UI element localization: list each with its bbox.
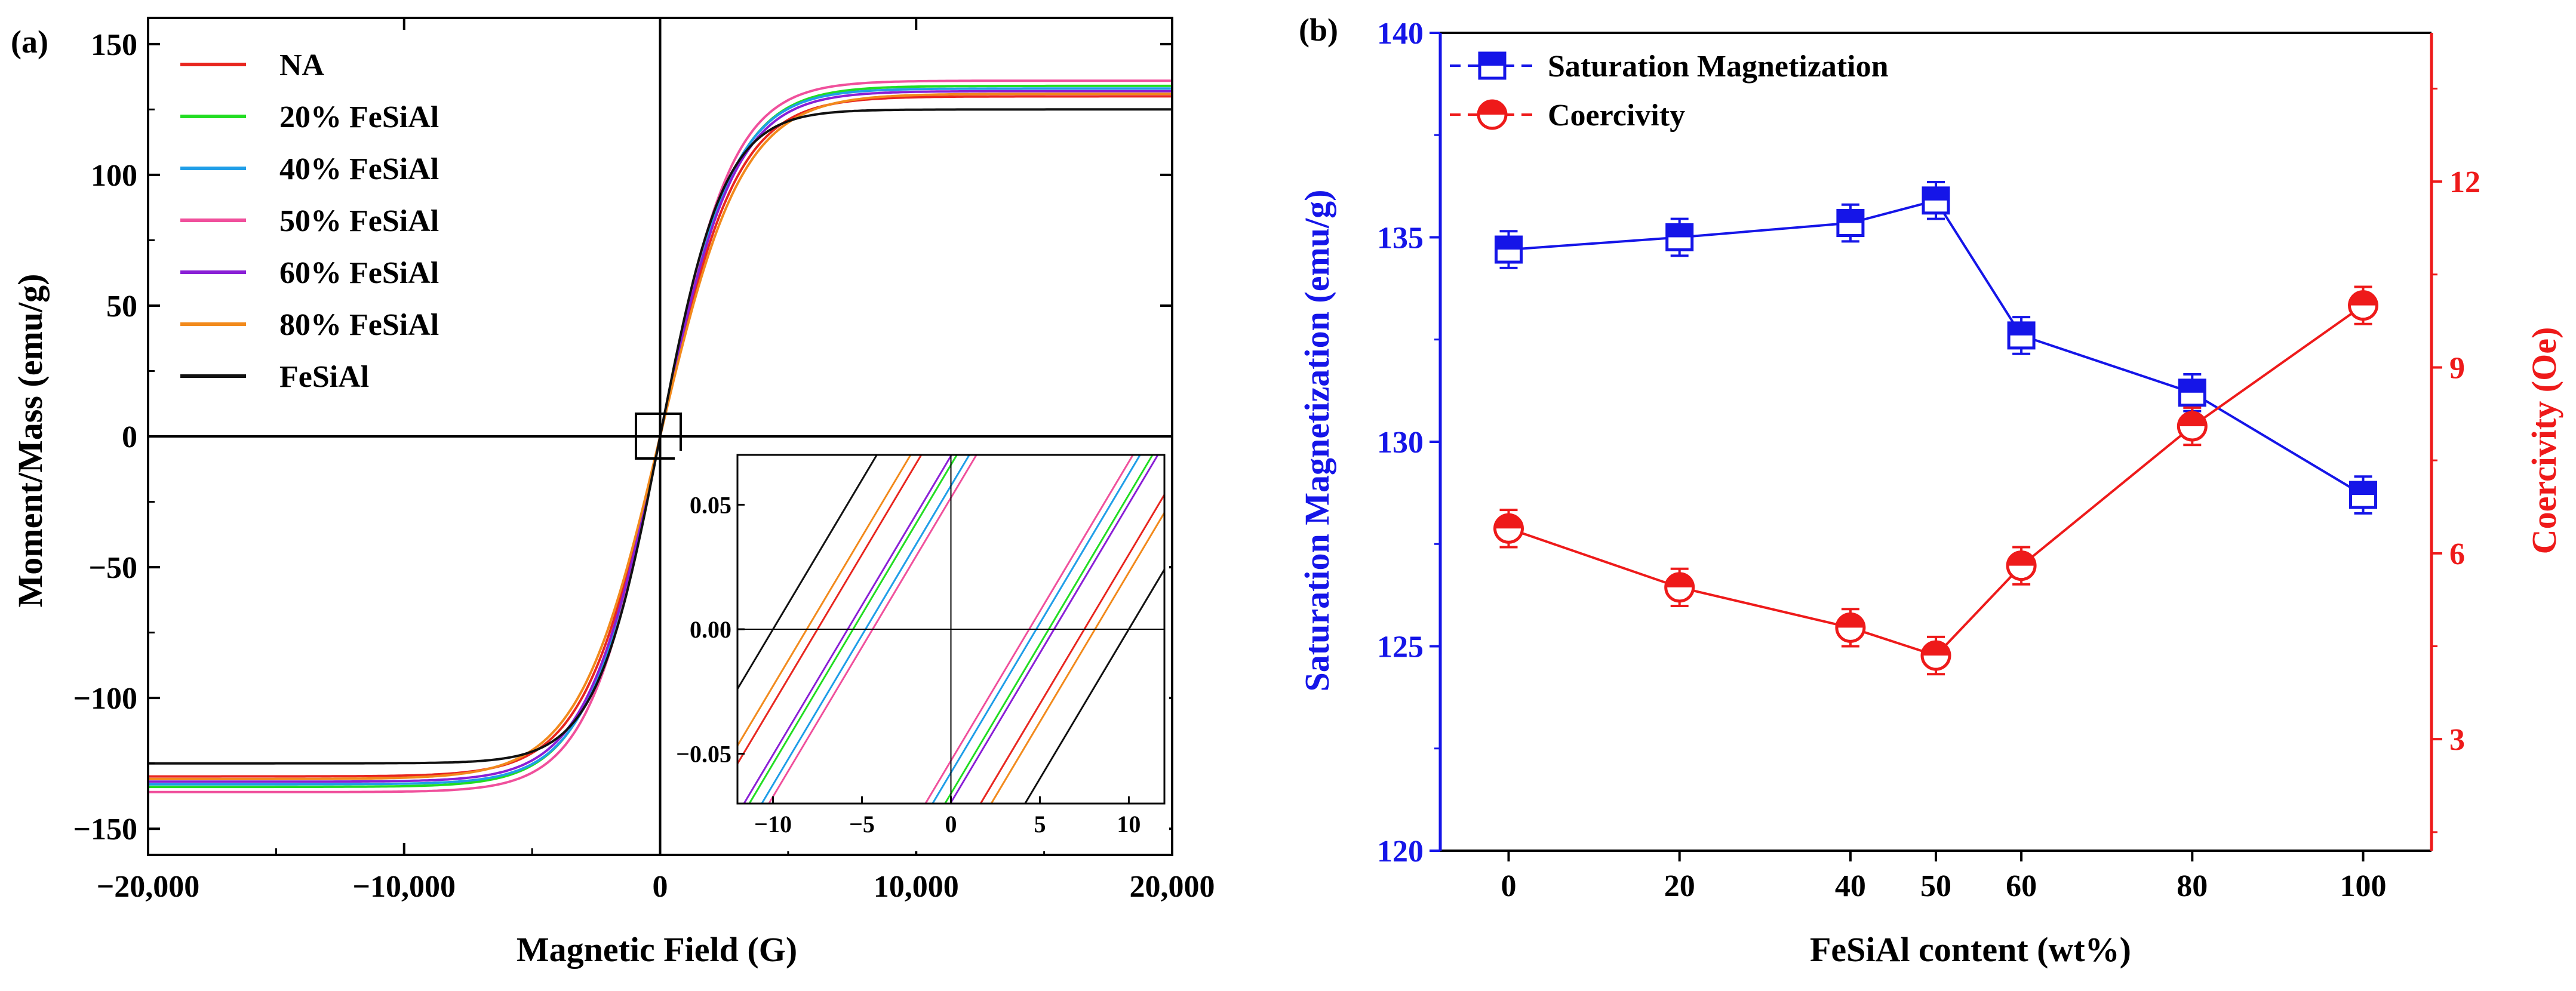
inset-x-tick-label: 10 bbox=[1117, 811, 1141, 838]
left-y-tick-label: 130 bbox=[1377, 426, 1424, 460]
right-y-tick-label: 12 bbox=[2449, 165, 2480, 199]
x-tick-label: 40 bbox=[1835, 869, 1866, 903]
x-tick-label: −10,000 bbox=[352, 870, 456, 904]
x-tick-label: 50 bbox=[1920, 869, 1951, 903]
right-y-tick-label: 6 bbox=[2449, 537, 2465, 571]
x-tick-label: 0 bbox=[653, 870, 668, 904]
panel-a-x-axis-title: Magnetic Field (G) bbox=[517, 930, 797, 969]
left-y-tick-label: 120 bbox=[1377, 835, 1424, 869]
x-tick-label: 20,000 bbox=[1130, 870, 1215, 904]
x-tick-label: 80 bbox=[2177, 869, 2208, 903]
y-tick-label: −100 bbox=[73, 682, 137, 716]
y-tick-label: 100 bbox=[91, 159, 137, 193]
x-tick-label: 10,000 bbox=[874, 870, 959, 904]
panel-a-y-axis-title: Moment/Mass (emu/g) bbox=[11, 274, 50, 608]
inset-x-tick-label: 0 bbox=[945, 811, 957, 838]
left-y-tick-label: 140 bbox=[1377, 17, 1424, 51]
panel-b-legend: Saturation Magnetization Coercivity bbox=[1450, 50, 1889, 133]
panel-b-label: (b) bbox=[1299, 12, 1338, 48]
coercivity-marker-fill bbox=[2178, 413, 2206, 427]
panel-a-legend: NA 20% FeSiAl 40% FeSiAl 50% FeSiAl 60% FeSi… bbox=[180, 48, 439, 394]
left-y-tick-label: 125 bbox=[1377, 630, 1424, 664]
right-y-tick-label: 3 bbox=[2449, 723, 2465, 757]
saturation-magnetization-marker-fill bbox=[1837, 210, 1863, 223]
legend-label: 50% FeSiAl bbox=[279, 204, 439, 238]
coercivity-marker-fill bbox=[2008, 552, 2036, 566]
x-tick-label: 20 bbox=[1664, 869, 1695, 903]
coercivity-marker-fill bbox=[2349, 291, 2377, 306]
y-tick-label: −50 bbox=[88, 551, 137, 585]
panel-b-x-axis-title: FeSiAl content (wt%) bbox=[1810, 930, 2131, 969]
x-tick-label: 60 bbox=[2006, 869, 2037, 903]
inset-x-tick-label: −10 bbox=[754, 811, 792, 838]
legend-label: 20% FeSiAl bbox=[279, 100, 439, 134]
panel-a-label: (a) bbox=[11, 24, 48, 60]
legend-label: Saturation Magnetization bbox=[1548, 50, 1889, 84]
y-tick-label: 0 bbox=[122, 420, 137, 454]
legend-label: FeSiAl bbox=[279, 360, 369, 394]
legend-marker-coercivity-fill bbox=[1478, 101, 1506, 115]
y-tick-label: −150 bbox=[73, 813, 137, 847]
x-tick-label: 100 bbox=[2340, 869, 2387, 903]
coercivity-marker-fill bbox=[1922, 642, 1950, 656]
zoom-region-box bbox=[635, 413, 682, 460]
panel-b-left-axis-title: Saturation Magnetization (emu/g) bbox=[1298, 190, 1336, 692]
x-tick-label: −20,000 bbox=[97, 870, 200, 904]
inset-y-tick-label: 0.05 bbox=[690, 491, 731, 518]
coercivity-marker-fill bbox=[1495, 515, 1523, 529]
saturation-magnetization-marker-fill bbox=[2180, 380, 2205, 393]
saturation-magnetization-marker-fill bbox=[1496, 237, 1521, 250]
legend-label: 40% FeSiAl bbox=[279, 152, 439, 186]
y-tick-label: 50 bbox=[106, 290, 137, 324]
legend-label: Coercivity bbox=[1548, 99, 1685, 133]
right-y-tick-label: 9 bbox=[2449, 351, 2465, 385]
panel-b-ticks: 0 20 40 50 60 80 100 120 125 130 135 140 3 6 9 12 bbox=[1377, 17, 2480, 903]
legend-label: NA bbox=[279, 48, 325, 82]
left-y-tick-label: 135 bbox=[1377, 221, 1424, 256]
saturation-magnetization-marker-fill bbox=[1667, 224, 1692, 238]
panel-a-ticks: −20,000 −10,000 0 10,000 20,000−150−100−5005… bbox=[73, 18, 1215, 904]
x-tick-label: 0 bbox=[1501, 869, 1516, 903]
inset-x-tick-label: 5 bbox=[1034, 811, 1046, 838]
saturation-magnetization-marker-fill bbox=[1923, 187, 1948, 201]
coercivity-marker-fill bbox=[1836, 614, 1864, 628]
inset-x-tick-label: −5 bbox=[849, 811, 875, 838]
legend-label: 60% FeSiAl bbox=[279, 256, 439, 290]
inset-y-tick-label: −0.05 bbox=[676, 741, 731, 768]
inset-background bbox=[675, 451, 1169, 851]
panel-a-chart: (a) −20,000 −10,000 0 10,000 20,000−150−100−… bbox=[11, 17, 1215, 969]
saturation-magnetization-marker-fill bbox=[2009, 322, 2034, 336]
legend-label: 80% FeSiAl bbox=[279, 308, 439, 342]
saturation-magnetization-marker-fill bbox=[2350, 482, 2376, 496]
y-tick-label: 150 bbox=[91, 28, 137, 62]
legend-marker-saturation-magnetization-fill bbox=[1480, 53, 1505, 66]
inset-y-tick-label: 0.00 bbox=[690, 616, 731, 643]
coercivity-marker-fill bbox=[1665, 573, 1693, 587]
panel-b-chart: (b) 0 20 40 50 60 80 100 120 125 130 135 140 3 6 9 12 S… bbox=[1298, 12, 2563, 969]
panel-a-inset: −10 −5 0 5 10 −0.05 0.00 0.05 bbox=[675, 451, 1169, 851]
panel-b-right-axis-title: Coercivity (Oe) bbox=[2525, 327, 2563, 555]
panel-b-series-group bbox=[1493, 181, 2379, 676]
